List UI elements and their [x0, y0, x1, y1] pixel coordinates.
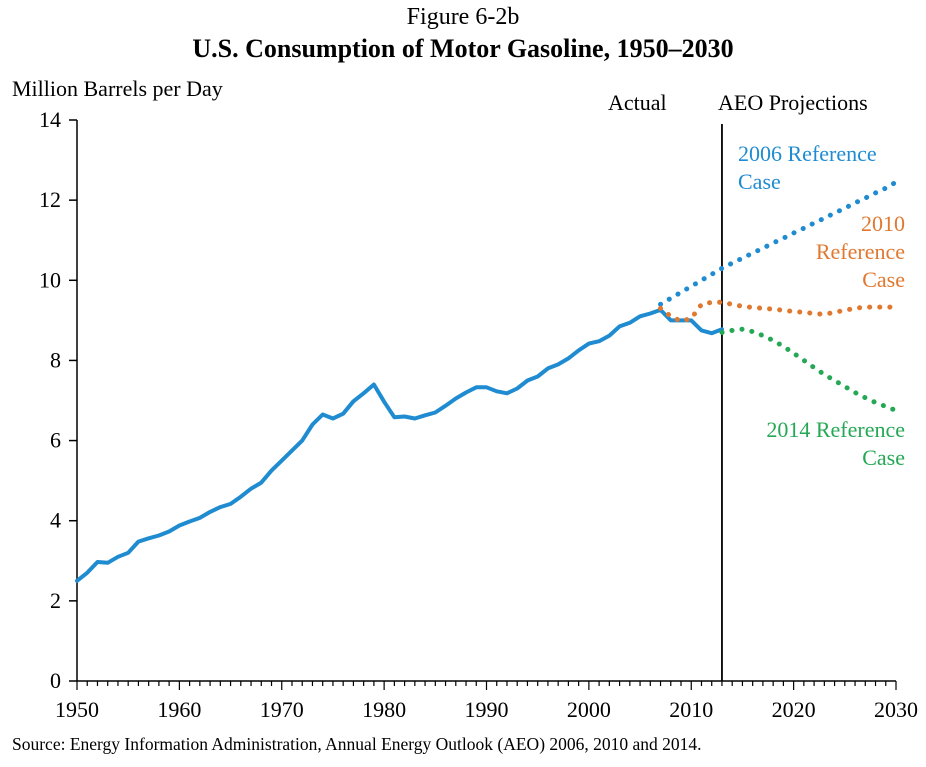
- y-tick-label: 0: [50, 668, 61, 693]
- actual-series-line: [75, 307, 724, 583]
- ref-2006-label: 2006 Reference Case: [738, 140, 877, 196]
- ref-2014-label-line: Case: [862, 445, 905, 470]
- x-tick-label: 2020: [772, 697, 816, 722]
- ref-2010-label: 2010 Reference Case: [780, 210, 905, 294]
- source-note: Source: Energy Information Administratio…: [12, 734, 702, 754]
- projections-phase-label: AEO Projections: [718, 90, 868, 115]
- x-tick-label: 2010: [669, 697, 713, 722]
- chart-title: U.S. Consumption of Motor Gasoline, 1950…: [192, 34, 734, 63]
- y-tick-label: 8: [50, 347, 61, 372]
- x-tick-label: 1990: [465, 697, 509, 722]
- ref-2006-label-line: 2006 Reference: [738, 141, 877, 166]
- ref-2014-label-line: 2014 Reference: [766, 417, 905, 442]
- x-tick-label: 1960: [157, 697, 201, 722]
- ref2010-series-line: [658, 299, 899, 324]
- y-tick-label: 2: [50, 588, 61, 613]
- x-tick-label: 2030: [874, 697, 918, 722]
- x-tick-label: 1980: [362, 697, 406, 722]
- y-tick-label: 4: [50, 508, 61, 533]
- y-tick-label: 12: [39, 187, 61, 212]
- actual-phase-label: Actual: [608, 90, 667, 115]
- y-axis-label: Million Barrels per Day: [12, 76, 223, 101]
- y-tick-label: 14: [39, 107, 61, 132]
- y-tick-label: 10: [39, 267, 61, 292]
- ref-2010-label-line: Case: [862, 267, 905, 292]
- ref-2006-label-line: Case: [738, 169, 781, 194]
- x-tick-label: 1970: [260, 697, 304, 722]
- figure-label: Figure 6-2b: [406, 4, 520, 30]
- x-tick-label: 1950: [55, 697, 99, 722]
- y-tick-label: 6: [50, 428, 61, 453]
- ref2006-series-line: [658, 179, 899, 307]
- x-tick-label: 2000: [567, 697, 611, 722]
- ref-2010-label-line: Reference: [815, 239, 905, 264]
- ref-2010-label-line: 2010: [861, 211, 905, 236]
- ref-2014-label: 2014 Reference Case: [700, 416, 905, 472]
- ref2014-series-line: [719, 326, 899, 413]
